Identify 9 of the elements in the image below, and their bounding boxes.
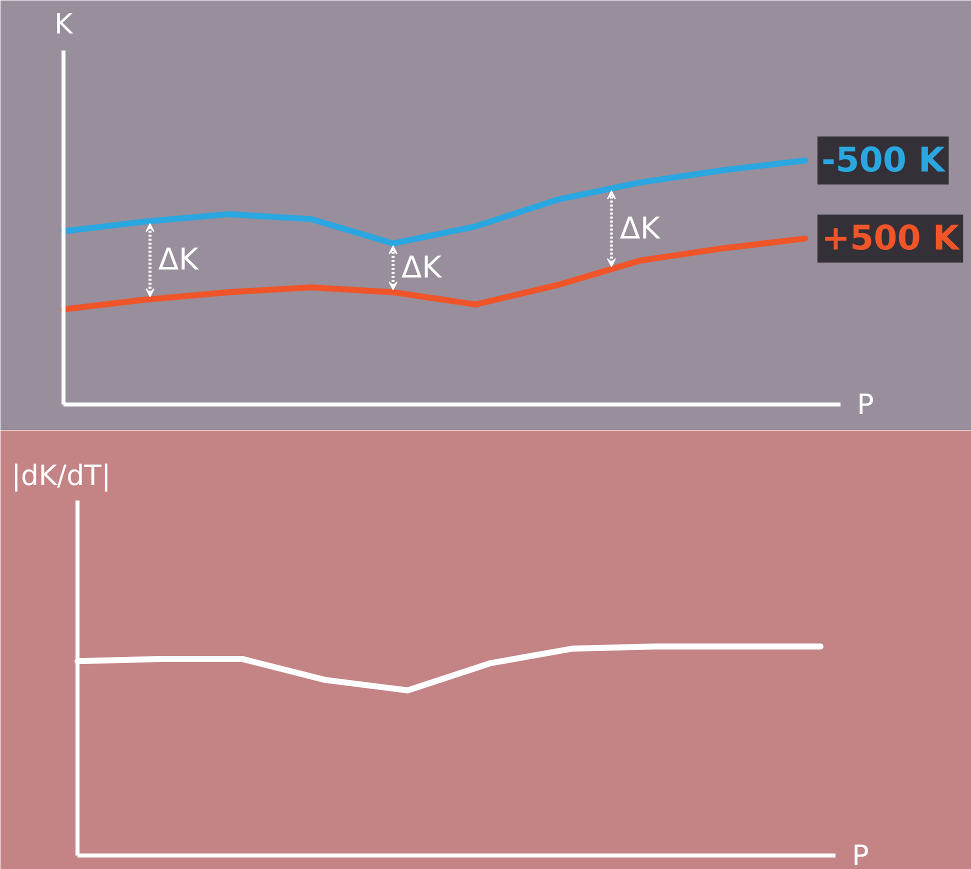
y-axis-title: |dK/dT| [11, 459, 111, 492]
series-label: -500 K [821, 140, 946, 180]
annotation: ΔK [401, 250, 443, 286]
series-label: +500 K [821, 218, 961, 259]
annotation: ΔK [620, 211, 662, 246]
annotation: ΔK [158, 242, 200, 278]
y-axis-title: K [54, 8, 74, 41]
x-axis-title: P [852, 839, 869, 869]
x-axis-title: P [856, 388, 874, 421]
